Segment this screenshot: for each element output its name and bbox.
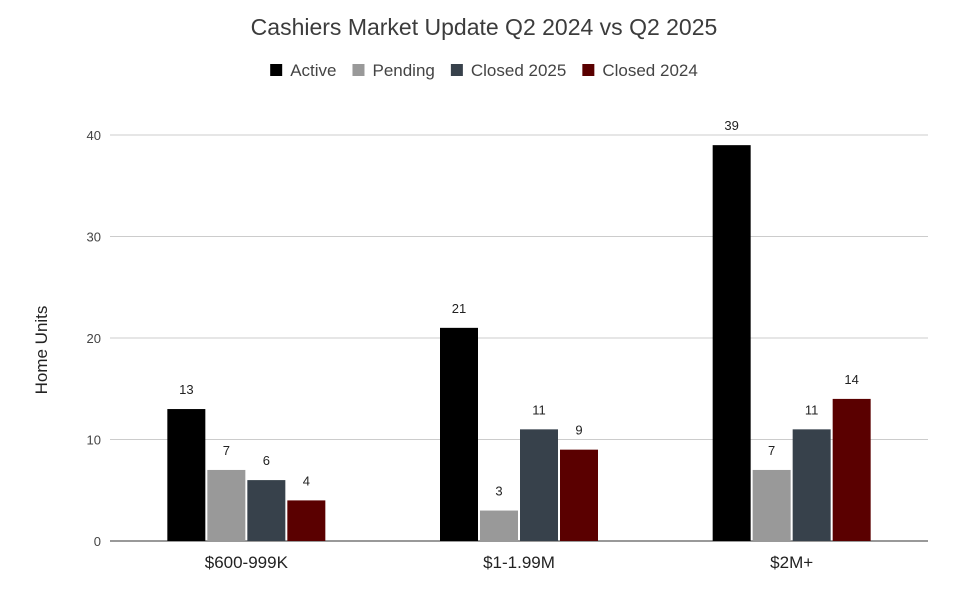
bar-pending [752,469,791,541]
data-label: 3 [495,484,502,499]
legend-item: Pending [352,61,435,80]
legend-label: Active [290,61,336,80]
bar-active [167,409,206,541]
legend-item: Active [270,61,336,80]
data-label: 13 [179,382,193,397]
bar-closed-2025 [247,480,286,541]
data-label: 14 [844,372,858,387]
bar-pending [207,469,246,541]
bar-closed-2024 [832,398,871,541]
legend-swatch [352,64,365,76]
bar-active [440,327,478,541]
x-category-label: $2M+ [770,553,813,572]
y-axis-ticks: 0 10 20 30 40 [87,128,101,549]
legend: Active Pending Closed 2025 Closed 2024 [270,61,698,80]
x-axis-categories: $600-999K $1-1.99M $2M+ [205,553,813,572]
legend-swatch [450,64,463,76]
bar-closed-2024 [287,500,326,541]
legend-label: Closed 2025 [471,61,566,80]
y-tick-label: 10 [87,433,101,448]
bar-closed-2025 [792,429,831,541]
chart-title: Cashiers Market Update Q2 2024 vs Q2 202… [251,14,718,40]
y-axis-title: Home Units [32,306,51,395]
y-tick-label: 30 [87,230,101,245]
legend-swatch [582,64,595,76]
legend-item: Closed 2024 [582,61,698,80]
bar-pending [480,510,518,541]
legend-label: Pending [372,61,434,80]
legend-swatch [270,64,283,76]
data-label: 7 [768,443,775,458]
bar-closed-2024 [560,449,598,541]
gridlines [110,134,928,542]
legend-item: Closed 2025 [450,61,566,80]
bars [167,145,871,541]
x-category-label: $600-999K [205,553,289,572]
y-tick-label: 40 [87,128,101,143]
bar-active [712,145,751,541]
data-labels: 13 7 6 4 21 3 11 9 39 7 11 14 [179,118,859,498]
bar-closed-2025 [520,429,558,541]
data-label: 6 [263,453,270,468]
data-label: 39 [724,118,738,133]
data-label: 7 [223,443,230,458]
data-label: 11 [805,402,819,417]
data-label: 21 [452,301,466,316]
y-tick-label: 0 [94,534,101,549]
y-tick-label: 20 [87,331,101,346]
data-label: 11 [532,402,546,417]
legend-label: Closed 2024 [602,61,697,80]
x-category-label: $1-1.99M [483,553,555,572]
data-label: 9 [575,423,582,438]
data-label: 4 [303,473,310,488]
